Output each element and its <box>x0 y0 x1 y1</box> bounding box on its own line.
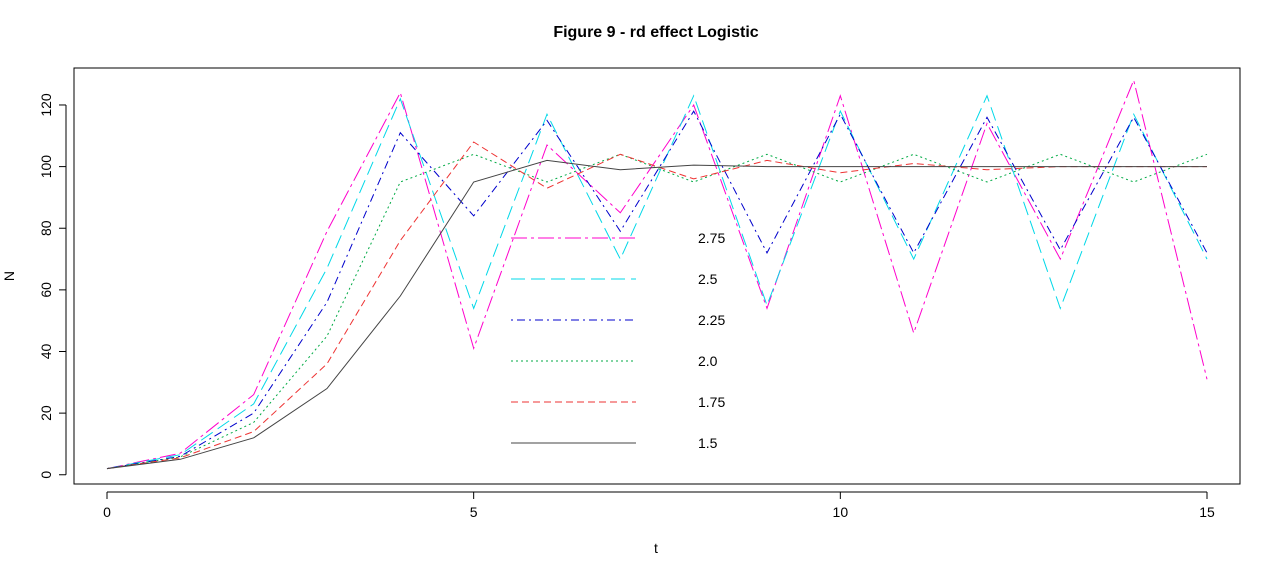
x-tick-label: 0 <box>103 504 111 520</box>
x-axis-label: t <box>654 540 658 556</box>
x-tick-label: 5 <box>470 504 478 520</box>
legend-label: 2.25 <box>698 312 725 328</box>
legend-label: 2.75 <box>698 230 725 246</box>
legend-label: 1.5 <box>698 435 718 451</box>
y-tick-label: 0 <box>38 471 54 479</box>
series-line-1-5 <box>106 159 1207 470</box>
series-line-1-75 <box>106 141 1207 470</box>
legend: 2.75 2.5 2.25 2.0 1.75 1.5 <box>511 230 725 451</box>
x-tick-label: 10 <box>833 504 849 520</box>
x-axis: 0 5 10 15 <box>103 491 1215 520</box>
legend-label: 2.0 <box>698 353 718 369</box>
series-line-2-0 <box>106 153 1208 470</box>
series-layer <box>106 78 1208 470</box>
y-axis: 0 20 40 60 80 100 120 <box>38 93 67 479</box>
legend-label: 1.75 <box>698 394 725 410</box>
y-tick-label: 20 <box>38 405 54 421</box>
y-tick-label: 100 <box>38 155 54 179</box>
y-tick-label: 60 <box>38 282 54 298</box>
legend-label: 2.5 <box>698 271 718 287</box>
y-axis-label: N <box>1 271 17 281</box>
series-line-2-25 <box>106 110 1208 470</box>
chart-title: Figure 9 - rd effect Logistic <box>553 24 758 41</box>
y-tick-label: 80 <box>38 220 54 236</box>
y-tick-label: 120 <box>38 93 54 117</box>
x-tick-label: 15 <box>1199 504 1215 520</box>
y-tick-label: 40 <box>38 343 54 359</box>
plot-frame <box>73 67 1241 485</box>
series-line-2-5 <box>106 94 1208 470</box>
series-line-2-75 <box>106 78 1208 470</box>
